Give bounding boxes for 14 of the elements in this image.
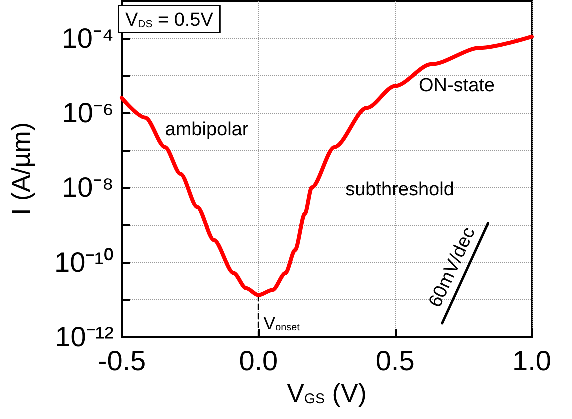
y-tick-label: 10⁻⁸ [62, 172, 114, 204]
ref-line-label: Vonset [264, 314, 300, 334]
annotation: VDS = 0.5V [126, 10, 214, 31]
x-axis-title: VGS (V) [287, 378, 367, 408]
x-tick-label: 0.5 [376, 346, 415, 376]
annotation: ambipolar [165, 120, 250, 140]
y-axis-title: I (A/µm) [6, 122, 36, 216]
y-tick-label: 10⁻⁴ [62, 22, 114, 54]
y-tick-label: 10⁻⁶ [62, 98, 114, 128]
y-tick-label: 10⁻¹⁰ [54, 246, 114, 278]
annotation: ON-state [418, 76, 496, 96]
x-tick-label: 1.0 [512, 346, 552, 376]
x-tick-label: 0.0 [239, 346, 278, 376]
annotation: subthreshold [346, 180, 454, 200]
